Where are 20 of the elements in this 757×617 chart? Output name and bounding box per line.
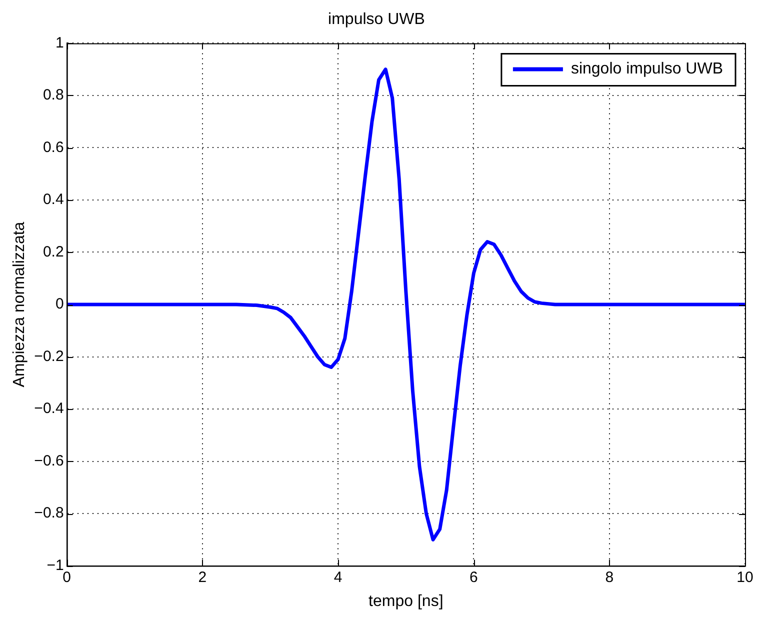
chart-title: impulso UWB [328, 11, 425, 28]
x-tick-label: 8 [605, 568, 614, 586]
legend-label: singolo impulso UWB [570, 60, 724, 78]
y-tick-label: −0.8 [34, 504, 64, 522]
y-tick-label: 0 [55, 296, 64, 313]
y-tick-label: 0.4 [42, 191, 64, 208]
x-tick-label: 4 [334, 568, 342, 586]
y-tick-label: −0.4 [34, 400, 64, 418]
x-tick-label: 10 [736, 568, 754, 586]
y-tick-label: 0.6 [42, 138, 64, 156]
y-tick-label: −1 [46, 556, 64, 574]
y-tick-label: 0.2 [42, 243, 64, 260]
y-tick-label: −0.6 [34, 452, 64, 470]
x-tick-label: 2 [198, 568, 207, 586]
y-tick-label: 0.8 [42, 86, 64, 104]
y-tick-label: 1 [55, 34, 64, 52]
y-axis-title: Ampiezza normalizzata [11, 222, 28, 388]
x-axis-title: tempo [ns] [368, 592, 444, 610]
x-tick-label: 6 [470, 568, 478, 586]
y-tick-label: −0.2 [34, 348, 64, 365]
